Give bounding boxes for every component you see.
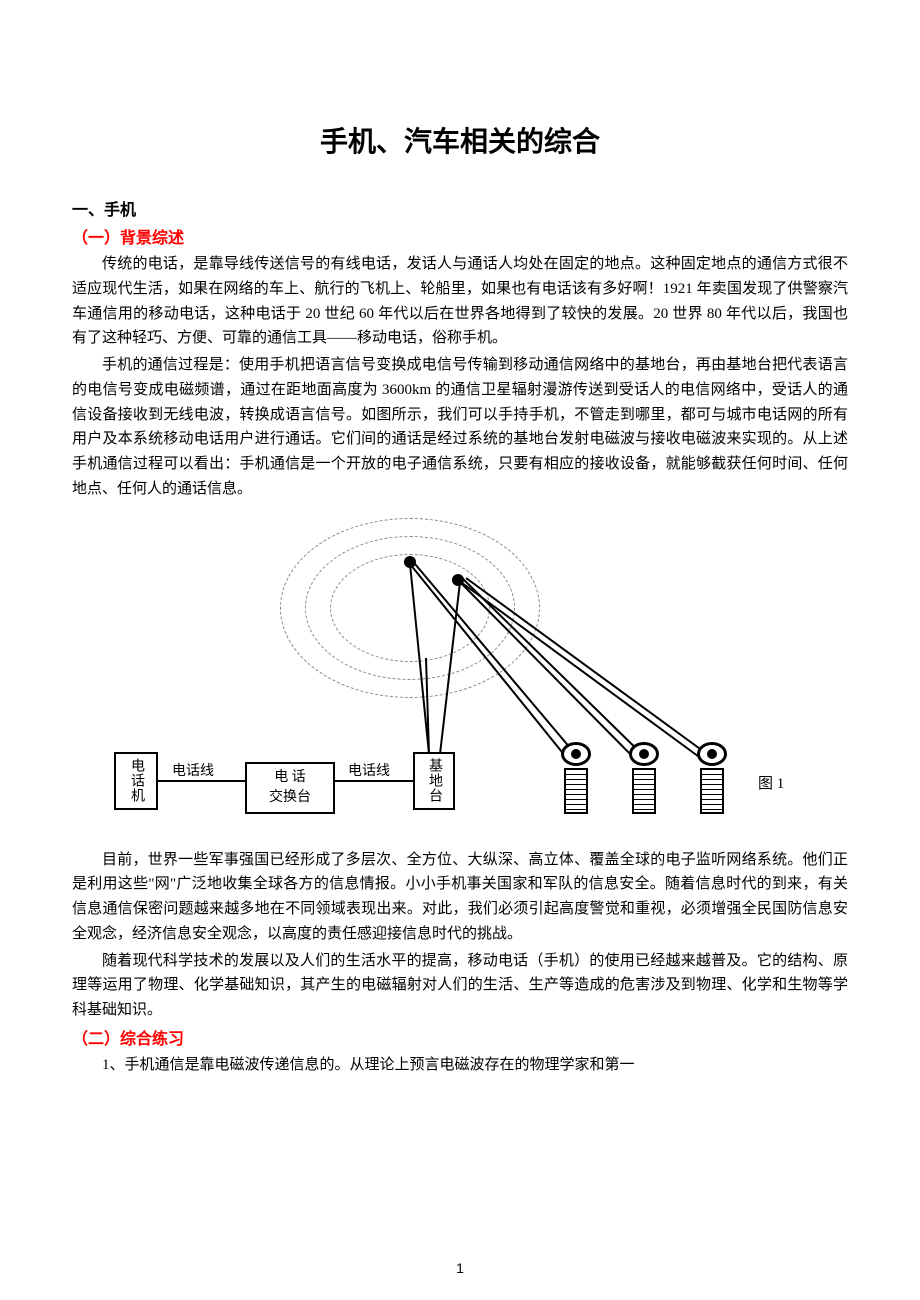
section-1-2-heading: （二）综合练习	[72, 1025, 848, 1049]
tower-3	[690, 742, 734, 814]
section-1-1-heading: （一）背景综述	[72, 224, 848, 248]
figure-1-diagram: 电话机 电话线 电 话 交换台 电话线 基地台 图 1	[110, 518, 810, 838]
tower-2	[622, 742, 666, 814]
paragraph-3: 目前，世界一些军事强国已经形成了多层次、全方位、大纵深、高立体、覆盖全球的电子监…	[72, 848, 848, 947]
paragraph-2: 手机的通信过程是：使用手机把语言信号变换成电信号传输到移动通信网络中的基地台，再…	[72, 353, 848, 502]
figure-caption: 图 1	[758, 772, 784, 793]
paragraph-4: 随着现代科学技术的发展以及人们的生活水平的提高，移动电话（手机）的使用已经越来越…	[72, 949, 848, 1023]
page-number: 1	[0, 1260, 920, 1276]
exercise-1: 1、手机通信是靠电磁波传递信息的。从理论上预言电磁波存在的物理学家和第一	[102, 1053, 848, 1078]
phone-box: 电话机	[114, 752, 158, 810]
wire-label-1: 电话线	[172, 760, 214, 780]
paragraph-1: 传统的电话，是靠导线传送信号的有线电话，发话人与通话人均处在固定的地点。这种固定…	[72, 252, 848, 351]
exchange-box: 电 话 交换台	[245, 762, 335, 814]
base-station-label: 基地台	[424, 758, 444, 803]
wire-label-2: 电话线	[348, 760, 390, 780]
tower-1	[554, 742, 598, 814]
document-title: 手机、汽车相关的综合	[72, 120, 848, 160]
phone-box-label: 电话机	[126, 758, 146, 803]
base-station-box: 基地台	[413, 752, 455, 810]
section-1-heading: 一、手机	[72, 196, 848, 220]
